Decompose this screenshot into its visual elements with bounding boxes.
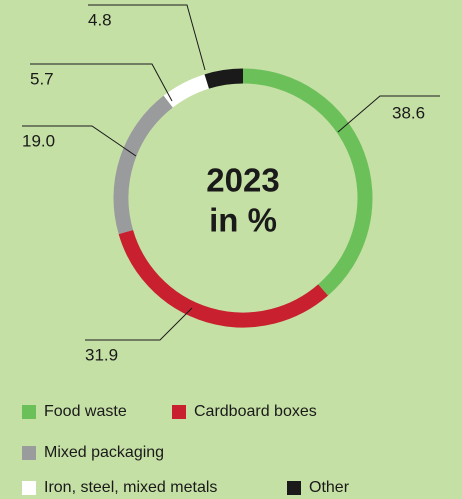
value-label: 5.7 (30, 69, 54, 88)
chart-subtitle: in % (209, 202, 277, 239)
leader-line (85, 307, 193, 341)
leader-line (88, 4, 206, 71)
legend-label: Other (309, 479, 350, 496)
leader-line (30, 63, 173, 102)
legend-swatch (287, 481, 301, 495)
legend-swatch (22, 446, 36, 460)
legend-swatch (22, 405, 36, 419)
donut-segment (163, 74, 210, 108)
donut-segment (204, 68, 244, 89)
legend-label: Iron, steel, mixed metals (44, 479, 217, 496)
donut-segment (242, 68, 373, 296)
donut-segment (118, 229, 329, 328)
value-label: 38.6 (392, 103, 425, 122)
value-label: 19.0 (22, 131, 55, 150)
legend-label: Cardboard boxes (194, 403, 317, 420)
chart-title: 2023 (206, 162, 279, 199)
legend-swatch (22, 481, 36, 495)
legend-label: Mixed packaging (44, 444, 164, 461)
legend-swatch (172, 405, 186, 419)
leader-line (22, 125, 137, 157)
donut-segment (113, 95, 173, 235)
value-label: 4.8 (88, 10, 112, 29)
leader-line (337, 95, 440, 133)
legend-label: Food waste (44, 403, 127, 420)
value-label: 31.9 (85, 345, 118, 364)
